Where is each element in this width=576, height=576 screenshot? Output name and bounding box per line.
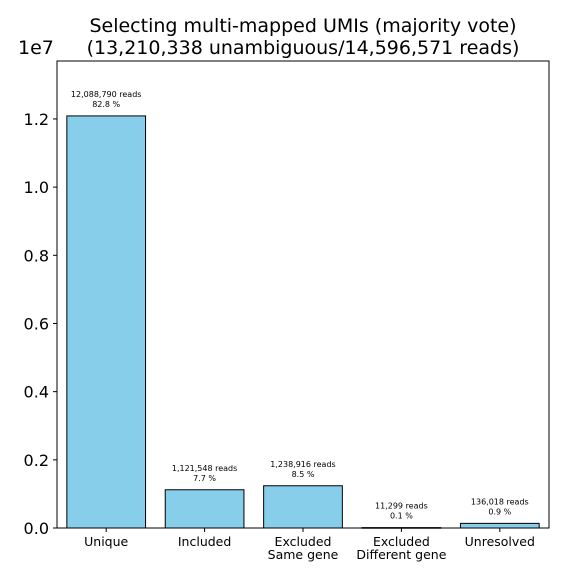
y-axis-multiplier: 1e7 bbox=[18, 37, 54, 59]
data-label-percent: 8.5 % bbox=[292, 470, 315, 479]
y-tick-label: 0.4 bbox=[24, 383, 49, 402]
bar bbox=[459, 522, 540, 529]
y-tick-label: 0.0 bbox=[24, 519, 49, 538]
data-label-reads: 1,121,548 reads bbox=[172, 464, 237, 473]
x-tick-label: Excluded bbox=[275, 534, 332, 549]
y-tick-label: 0.8 bbox=[24, 246, 49, 265]
data-label-percent: 7.7 % bbox=[193, 474, 216, 483]
data-label-reads: 136,018 reads bbox=[471, 497, 529, 506]
y-axis: 0.0 0.2 0.4 0.6 0.8 1.0 1.2 bbox=[24, 110, 57, 538]
bars-layer bbox=[66, 115, 540, 529]
x-tick-label: Unique bbox=[84, 534, 128, 549]
bar bbox=[164, 489, 245, 529]
x-tick-label-line2: Same gene bbox=[268, 547, 339, 562]
y-tick-label: 1.0 bbox=[24, 178, 49, 197]
x-tick-label: Excluded bbox=[373, 534, 430, 549]
data-label-reads: 1,238,916 reads bbox=[270, 460, 335, 469]
x-tick-label-line2: Different gene bbox=[356, 547, 446, 562]
y-tick-label: 0.6 bbox=[24, 314, 49, 333]
y-tick-label: 1.2 bbox=[24, 110, 49, 129]
data-label-reads: 12,088,790 reads bbox=[71, 90, 142, 99]
data-label-percent: 0.9 % bbox=[488, 507, 511, 516]
x-tick-label: Included bbox=[178, 534, 231, 549]
data-label-percent: 82.8 % bbox=[92, 100, 120, 109]
bar bbox=[66, 115, 147, 529]
plot-frame bbox=[56, 60, 550, 529]
chart-title: Selecting multi-mapped UMIs (majority vo… bbox=[89, 15, 516, 37]
data-label-reads: 11,299 reads bbox=[375, 502, 428, 511]
chart-subtitle: (13,210,338 unambiguous/14,596,571 reads… bbox=[87, 37, 520, 59]
y-tick-label: 0.2 bbox=[24, 451, 49, 470]
data-label-percent: 0.1 % bbox=[390, 512, 413, 521]
x-tick-label: Unresolved bbox=[465, 534, 535, 549]
bar bbox=[263, 485, 343, 529]
